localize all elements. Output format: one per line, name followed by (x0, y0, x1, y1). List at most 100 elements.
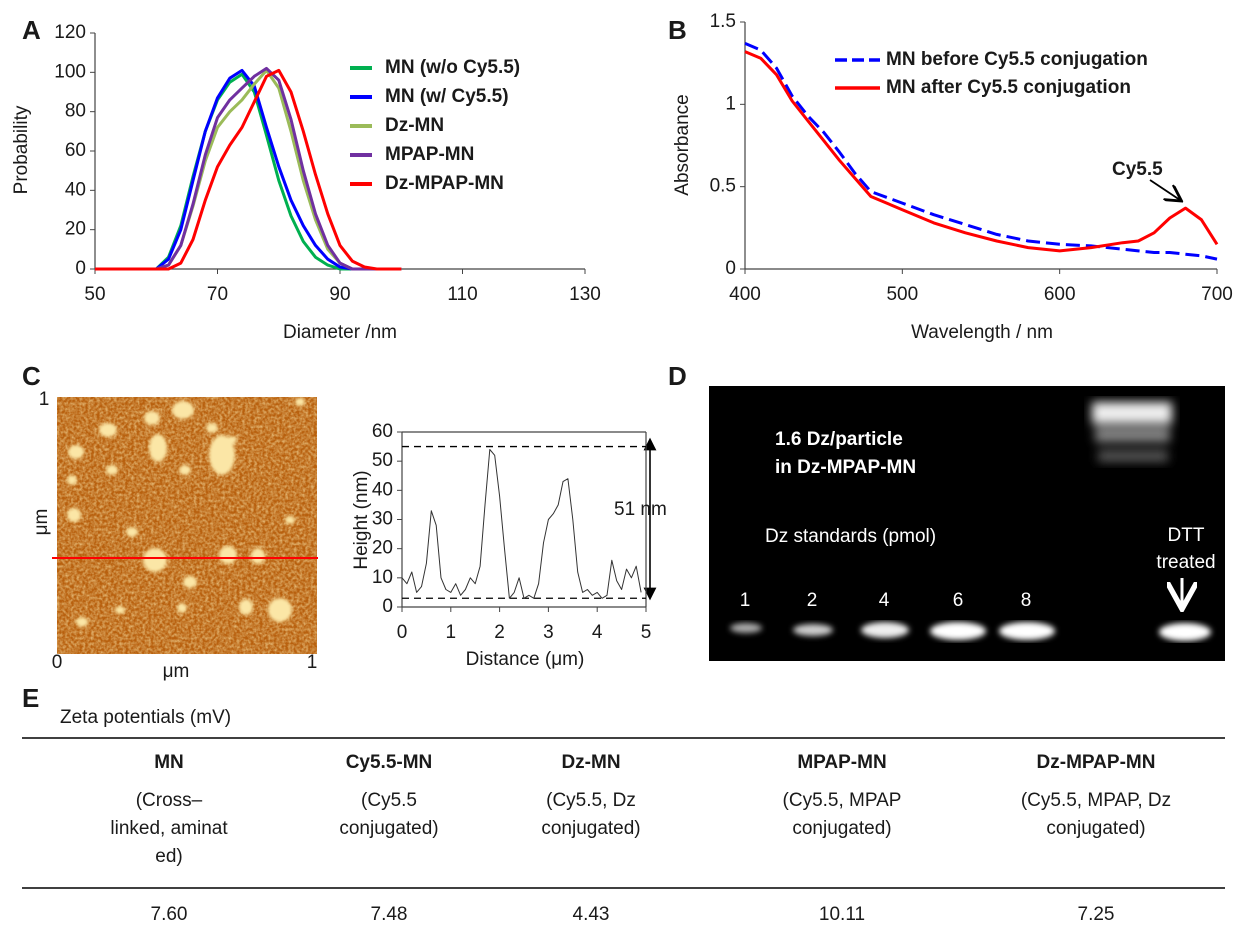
annotation: Cy5.5 (1112, 159, 1163, 180)
column-detail: ed) (155, 846, 182, 867)
y-tick-label: 60 (65, 140, 86, 161)
data-line (744, 50, 1219, 253)
table-caption: Zeta potentials (mV) (60, 707, 231, 728)
x-tick-label: 1 (446, 622, 457, 643)
cell-value: 4.43 (573, 904, 610, 925)
gel-label: DTT (1168, 525, 1205, 546)
y-tick-label: 120 (54, 22, 86, 43)
column-detail: conjugated) (792, 818, 891, 839)
y-tick-label: 100 (54, 61, 86, 82)
legend-label: Dz-MN (385, 115, 444, 136)
y-tick-label: 1 (725, 93, 736, 114)
legend-label: MN (w/o Cy5.5) (385, 57, 520, 78)
data-line (95, 68, 402, 271)
data-line (95, 68, 402, 271)
x-tick-label: 0 (397, 622, 408, 643)
x-tick-label: 4 (592, 622, 603, 643)
x-tick-label: 700 (1201, 284, 1233, 305)
data-line (95, 66, 402, 271)
y-tick-label: 10 (372, 567, 393, 588)
legend-label: MN (w/ Cy5.5) (385, 86, 509, 107)
x-axis-title: Diameter /nm (283, 322, 397, 343)
column-detail: (Cy5.5, MPAP, Dz (1021, 790, 1171, 811)
column-header: MN (154, 752, 184, 773)
data-line (744, 42, 1218, 261)
x-tick-label: 90 (329, 284, 350, 305)
cell-value: 10.11 (819, 904, 865, 925)
y-tick-label: 40 (372, 479, 393, 500)
column-header: Dz-MPAP-MN (1037, 752, 1156, 773)
afm-label: μm (163, 661, 190, 682)
afm-label: 1 (307, 652, 318, 673)
y-tick-label: 60 (372, 421, 393, 442)
annotation-arrow (1149, 179, 1180, 200)
y-tick-label: 1.5 (710, 11, 736, 32)
column-header: Cy5.5-MN (346, 752, 433, 773)
lane-label: 2 (807, 590, 818, 611)
afm-label: μm (31, 509, 52, 536)
lane-label: 4 (879, 590, 890, 611)
data-line (95, 68, 402, 271)
annotation: 51 nm (614, 499, 667, 520)
column-detail: (Cross– (136, 790, 203, 811)
y-tick-label: 0 (382, 596, 393, 617)
x-tick-label: 50 (84, 284, 105, 305)
x-tick-label: 70 (207, 284, 228, 305)
column-detail: (Cy5.5 (361, 790, 417, 811)
x-tick-label: 500 (886, 284, 918, 305)
afm-image (52, 397, 318, 654)
legend-label: MPAP-MN (385, 144, 474, 165)
panel-label: B (668, 15, 687, 45)
column-detail: conjugated) (339, 818, 438, 839)
y-tick-label: 20 (372, 538, 393, 559)
gel-note: in Dz-MPAP-MN (775, 457, 916, 478)
data-line (401, 449, 642, 599)
gel-label: Dz standards (pmol) (765, 526, 936, 547)
x-tick-label: 5 (641, 622, 652, 643)
x-axis-title: Distance (μm) (466, 649, 585, 670)
x-tick-label: 3 (543, 622, 554, 643)
y-axis-title: Probability (11, 105, 32, 194)
column-header: MPAP-MN (797, 752, 886, 773)
panel-label: E (22, 683, 39, 713)
x-tick-label: 2 (494, 622, 505, 643)
afm-label: 1 (39, 389, 50, 410)
panel-label: C (22, 361, 41, 391)
y-tick-label: 40 (65, 179, 86, 200)
x-axis-title: Wavelength / nm (911, 322, 1053, 343)
x-tick-label: 400 (729, 284, 761, 305)
column-detail: (Cy5.5, Dz (546, 790, 636, 811)
legend-label: Dz-MPAP-MN (385, 173, 504, 194)
gel-label: treated (1156, 552, 1215, 573)
column-header: Dz-MN (561, 752, 620, 773)
cell-value: 7.60 (151, 904, 188, 925)
afm-label: 0 (52, 652, 63, 673)
y-tick-label: 0 (725, 258, 736, 279)
y-axis-title: Height (nm) (351, 470, 372, 569)
y-tick-label: 0 (75, 258, 86, 279)
column-detail: linked, aminat (110, 818, 228, 839)
legend-label: MN before Cy5.5 conjugation (886, 49, 1148, 70)
lane-label: 1 (740, 590, 751, 611)
column-detail: conjugated) (541, 818, 640, 839)
panel-label: A (22, 15, 41, 45)
panel-label: D (668, 361, 687, 391)
y-tick-label: 80 (65, 101, 86, 122)
cell-value: 7.48 (371, 904, 408, 925)
y-tick-label: 20 (65, 219, 86, 240)
data-line (95, 72, 402, 271)
x-tick-label: 600 (1044, 284, 1076, 305)
y-tick-label: 0.5 (710, 176, 736, 197)
y-tick-label: 30 (372, 509, 393, 530)
column-detail: conjugated) (1046, 818, 1145, 839)
cell-value: 7.25 (1078, 904, 1115, 925)
x-tick-label: 130 (569, 284, 601, 305)
gel-image (709, 386, 1225, 661)
lane-label: 8 (1021, 590, 1032, 611)
column-detail: (Cy5.5, MPAP (783, 790, 902, 811)
y-tick-label: 50 (372, 450, 393, 471)
legend-label: MN after Cy5.5 conjugation (886, 77, 1131, 98)
y-axis-title: Absorbance (672, 94, 693, 195)
x-tick-label: 110 (447, 284, 477, 305)
